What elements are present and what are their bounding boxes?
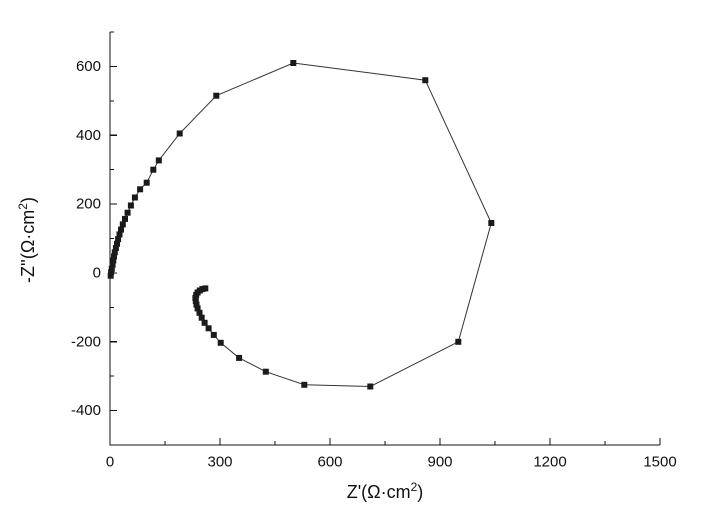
x-tick-label: 300	[207, 453, 232, 470]
data-point-marker	[202, 285, 209, 292]
y-axis-label-close: )	[18, 197, 38, 203]
y-axis-label: -Z''(Ω·cm2)	[16, 140, 42, 340]
data-point-marker	[111, 253, 117, 260]
data-point-marker	[124, 209, 131, 216]
data-point-marker	[150, 166, 157, 173]
x-tick-label: 1500	[643, 453, 676, 470]
data-point-marker	[108, 269, 115, 276]
data-point-marker	[198, 314, 205, 321]
data-point-marker	[205, 325, 212, 332]
data-point-marker	[192, 295, 199, 301]
data-point-marker	[455, 338, 462, 345]
data-point-marker	[116, 231, 123, 238]
data-point-marker	[155, 157, 162, 164]
x-axis-label-text: Z'(Ω·cm	[346, 482, 411, 502]
x-axis-label: Z'(Ω·cm2)	[110, 480, 660, 503]
x-tick-label: 600	[317, 453, 342, 470]
y-tick-label: -400	[71, 402, 101, 419]
y-tick-label: 400	[76, 127, 101, 144]
data-point-marker	[109, 261, 116, 268]
y-axis-label-superscript: 2	[16, 203, 30, 210]
data-point-marker	[137, 186, 144, 193]
data-point-marker	[118, 226, 124, 233]
data-point-marker	[217, 339, 224, 346]
data-point-marker	[192, 298, 199, 305]
data-point-marker	[176, 130, 183, 137]
y-tick-label: 600	[76, 58, 101, 75]
x-tick-label: 900	[427, 453, 452, 470]
data-point-marker	[119, 221, 126, 228]
y-axis-label-text: -Z''(Ω·cm	[18, 209, 38, 283]
y-tick-label: -200	[71, 333, 101, 350]
y-tick-label: 200	[76, 196, 101, 213]
data-point-marker	[488, 220, 495, 226]
x-axis-label-close: )	[417, 482, 424, 502]
data-point-marker	[127, 202, 134, 209]
data-point-marker	[110, 257, 117, 264]
data-point-marker	[236, 354, 243, 361]
x-tick-label: 1200	[533, 453, 566, 470]
data-point-marker	[213, 92, 220, 99]
series-line	[110, 62, 492, 388]
x-tick-label: 0	[106, 453, 114, 470]
data-point-marker	[114, 240, 120, 247]
data-point-marker	[108, 265, 115, 272]
data-point-marker	[115, 236, 122, 243]
data-point-marker	[367, 383, 374, 390]
data-point-marker	[194, 305, 201, 312]
data-point-marker	[122, 215, 128, 222]
data-point-marker	[112, 245, 119, 252]
data-point-marker	[262, 368, 269, 375]
data-point-marker	[422, 77, 429, 84]
x-axis-label-superscript: 2	[410, 480, 418, 494]
data-point-marker	[201, 319, 208, 326]
data-point-marker	[131, 194, 138, 201]
data-point-marker	[111, 249, 118, 256]
data-point-marker	[143, 179, 150, 186]
data-point-marker	[193, 301, 200, 308]
y-tick-label: 0	[93, 264, 101, 281]
axes-frame	[109, 32, 660, 446]
data-point-marker	[210, 331, 217, 338]
data-point-marker	[301, 381, 308, 388]
data-point-marker	[107, 272, 114, 279]
data-point-marker	[196, 309, 203, 316]
data-point-marker	[290, 60, 297, 66]
